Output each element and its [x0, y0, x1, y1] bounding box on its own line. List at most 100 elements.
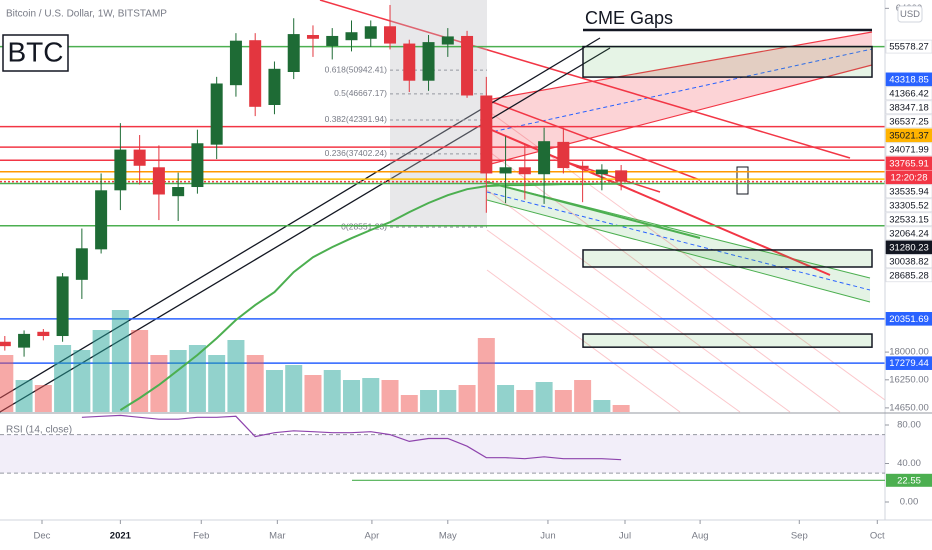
candle-body: [538, 141, 551, 175]
price-label-box: [885, 312, 932, 326]
price-label-box: [885, 240, 932, 255]
candle-body: [191, 143, 204, 188]
price-label: 33765.91: [889, 158, 929, 169]
candle-body: [306, 35, 319, 39]
candle-body: [37, 331, 50, 337]
trend-line: [319, 0, 851, 159]
volume-bar: [381, 380, 399, 412]
rsi-level-box: [886, 473, 932, 487]
candle-body: [576, 165, 589, 169]
price-label-box: [885, 100, 932, 115]
x-tick-label: Apr: [365, 531, 380, 542]
candle-body: [287, 34, 300, 73]
volume-bar: [477, 338, 495, 412]
volume-bar: [0, 355, 14, 412]
x-tick-label: Dec: [34, 531, 51, 542]
candle-body: [557, 141, 570, 169]
rsi-level-label: 22.55: [897, 475, 921, 486]
channel-line: [486, 64, 873, 166]
price-label-box: [885, 39, 932, 54]
volume-bar: [535, 382, 553, 412]
candle-body: [0, 341, 11, 347]
candle-body: [172, 187, 185, 197]
x-tick-label: 2021: [110, 531, 132, 542]
candle-body: [229, 40, 242, 86]
price-label: 32533.15: [889, 214, 929, 225]
gap-box: [582, 45, 873, 78]
symbol: BTC: [8, 36, 64, 67]
volume-bar: [439, 390, 457, 412]
candle-body: [422, 42, 435, 81]
candle-body: [345, 32, 358, 41]
annotation: CME Gaps: [585, 8, 673, 28]
candle-body: [114, 149, 127, 191]
price-label-box: [885, 212, 932, 227]
price-label: 36537.25: [889, 116, 929, 127]
price-label: 41366.42: [889, 88, 929, 99]
rsi-tick-label: 80.00: [897, 420, 921, 431]
candle-body: [441, 36, 454, 45]
channel-median: [486, 191, 871, 291]
x-tick-label: Jun: [540, 531, 555, 542]
candle-body: [480, 95, 493, 174]
price-label-box: [885, 254, 932, 269]
trend-line: [486, 99, 701, 181]
candle-body: [615, 170, 628, 182]
price-label: 38347.18: [889, 102, 929, 113]
volume-bar: [362, 378, 380, 412]
trend-line: [486, 181, 701, 239]
volume-bar: [574, 380, 592, 412]
price-label-box: [885, 356, 932, 370]
currency: USD: [900, 9, 920, 20]
channel-line: [486, 199, 871, 303]
candle-body: [461, 35, 474, 96]
fan-line: [486, 229, 741, 413]
price-label: 35021.37: [889, 130, 929, 141]
candle-body: [18, 333, 31, 348]
channel-line: [486, 31, 873, 101]
price-label: 17279.44: [889, 358, 929, 369]
candle-body: [499, 167, 512, 174]
volume-bar: [593, 400, 611, 412]
volume-bar: [554, 390, 572, 412]
fib-zone: [390, 0, 487, 228]
rsi-tick-label: 40.00: [897, 458, 921, 469]
price-label: 55578.27: [889, 42, 929, 53]
price-label-box: [885, 72, 932, 87]
x-tick-label: Oct: [870, 531, 885, 542]
x-tick-label: Sep: [791, 531, 808, 542]
candle-body: [249, 40, 262, 107]
volume-bar: [304, 375, 322, 412]
volume-bar: [208, 355, 226, 412]
price-label: 43318.85: [889, 74, 929, 85]
rsi-label: RSI (14, close): [6, 425, 72, 436]
volume-bar: [516, 390, 534, 412]
candle-body: [152, 167, 165, 195]
fib-label: 0.382(42391.94): [325, 114, 388, 124]
trend-line: [559, 159, 661, 193]
price-label-box: [885, 170, 932, 185]
price-label-box: [885, 268, 932, 283]
volume-bar: [246, 355, 264, 412]
candle-body: [364, 26, 377, 39]
red-channel: [487, 32, 872, 165]
volume-bar: [150, 355, 168, 412]
x-tick-label: Jul: [619, 531, 631, 542]
x-tick-label: Mar: [269, 531, 285, 542]
currency-badge: [897, 5, 923, 23]
fib-label: 0.5(46667.17): [334, 88, 387, 98]
volume-bar: [15, 380, 33, 412]
volume-bar: [400, 395, 418, 412]
price-label: 33535.94: [889, 186, 929, 197]
volume-bar: [111, 310, 129, 412]
volume-bar: [342, 380, 360, 412]
price-label-box: [885, 184, 932, 199]
volume-bar: [54, 345, 72, 412]
volume-bar: [497, 385, 515, 412]
volume-bar: [285, 365, 303, 412]
candle-body: [56, 276, 69, 337]
candle-body: [384, 26, 397, 44]
